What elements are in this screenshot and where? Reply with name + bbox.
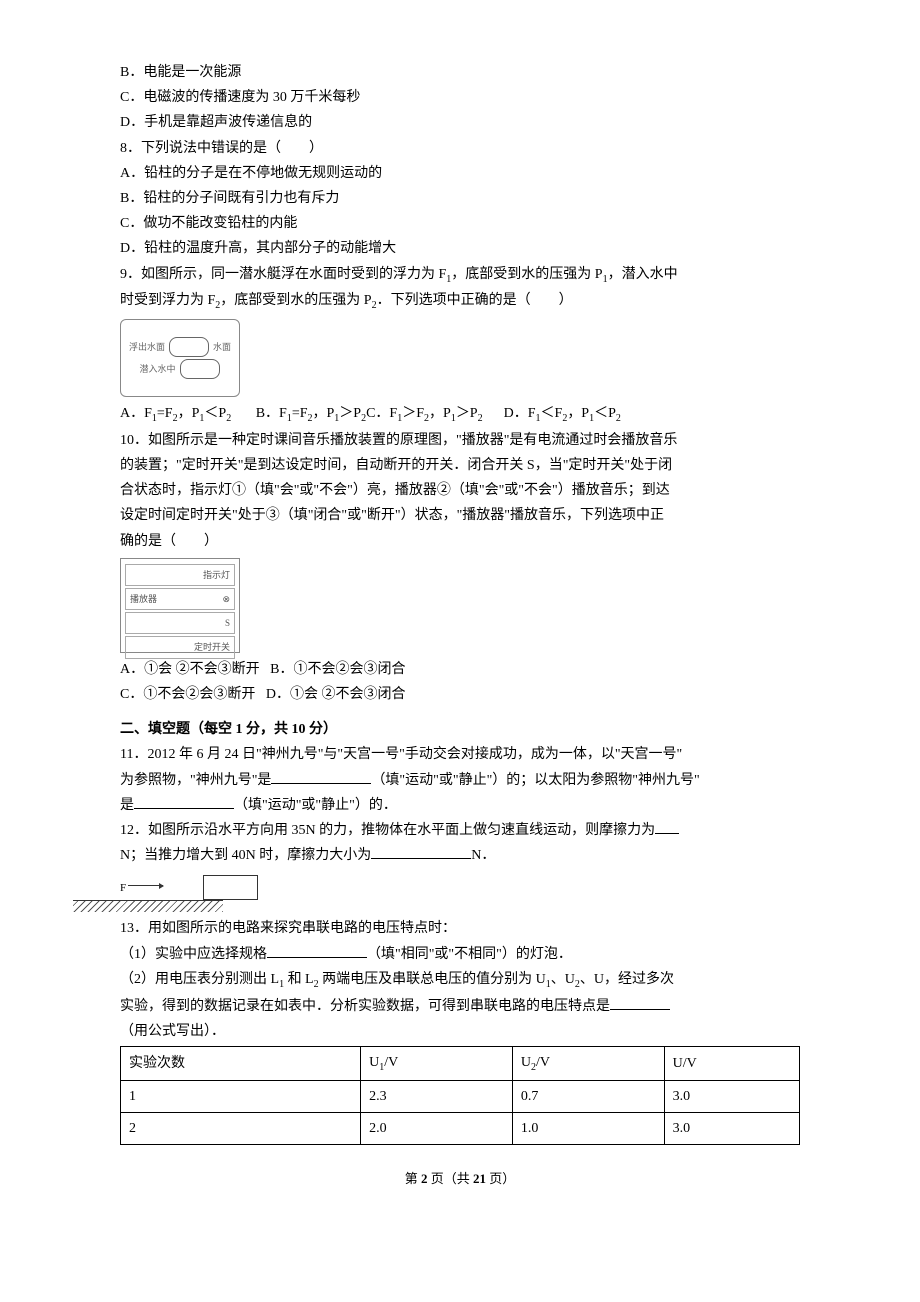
q8-stem: 8．下列说法中错误的是（ ） [120,136,800,161]
q9-text: ，底部受到水的压强为 P [220,293,371,308]
cell: 1 [121,1080,361,1112]
q10-line2: 的装置；"定时开关"是到达设定时间，自动断开的开关．闭合开关 S，当"定时开关"… [120,453,800,478]
q9-options: A．F1=F2，P1＜P2 B．F1=F2，P1＞P2C．F1＞F2，P1＞P2… [120,401,800,428]
blank-input[interactable] [610,994,670,1009]
page-footer: 第 2 页（共 21 页） [120,1167,800,1190]
player-label: 播放器 [130,591,157,607]
timer-label: 定时开关 [194,639,230,655]
q11-line2: 为参照物，"神州九号"是（填"运动"或"静止"）的；以太阳为参照物"神州九号" [120,768,800,793]
q10-line1: 10．如图所示是一种定时课间音乐播放装置的原理图，"播放器"是有电流通过时会播放… [120,428,800,453]
cell: 2.3 [361,1080,513,1112]
section-2-heading: 二、填空题（每空 1 分，共 10 分） [120,717,800,742]
q10-options-row1: A．①会 ②不会③断开 B．①不会②会③闭合 [120,657,800,682]
q11-line1: 11．2012 年 6 月 24 日"神州九号"与"天宫一号"手动交会对接成功，… [120,742,800,767]
q9-stem-line2: 时受到浮力为 F2，底部受到水的压强为 P2．下列选项中正确的是（ ） [120,288,800,315]
th-u: U/V [664,1046,799,1080]
q10-line5: 确的是（ ） [120,529,800,554]
q8-option-c: C．做功不能改变铅柱的内能 [120,211,800,236]
q13-table: 实验次数 U1/V U2/V U/V 1 2.3 0.7 3.0 2 2.0 1… [120,1046,800,1145]
fig-label: 浮出水面 [129,339,165,355]
q10-figure-circuit: 指示灯 播放器⊗ S 定时开关 [120,558,240,653]
cell: 0.7 [512,1080,664,1112]
th-u1: U1/V [361,1046,513,1080]
q10-option-d: D．①会 ②不会③闭合 [266,687,406,702]
force-label: F [120,879,126,899]
switch-label: S [225,615,230,631]
q9-option-b: B．F1=F2，P1＞P2 [256,406,366,421]
q13-line1: 13．用如图所示的电路来探究串联电路的电压特点时： [120,916,800,941]
q8-option-d: D．铅柱的温度升高，其内部分子的动能增大 [120,236,800,261]
arrow-icon [128,885,163,886]
q8-option-b: B．铅柱的分子间既有引力也有斥力 [120,186,800,211]
q11-line3: 是（填"运动"或"静止"）的． [120,793,800,818]
fig-label: 潜入水中 [139,361,175,377]
q9-text: 9．如图所示，同一潜水艇浮在水面时受到的浮力为 F [120,267,446,282]
q10-options-row2: C．①不会②会③断开 D．①会 ②不会③闭合 [120,682,800,707]
cell: 3.0 [664,1112,799,1144]
q9-text: 时受到浮力为 F [120,293,215,308]
th-trial: 实验次数 [121,1046,361,1080]
table-header-row: 实验次数 U1/V U2/V U/V [121,1046,800,1080]
q12-figure-block: F [120,872,275,912]
q8-option-a: A．铅柱的分子是在不停地做无规则运动的 [120,161,800,186]
blank-input[interactable] [271,768,371,783]
blank-input[interactable] [134,793,234,808]
q7-option-c: C．电磁波的传播速度为 30 万千米每秒 [120,85,800,110]
q9-stem-line1: 9．如图所示，同一潜水艇浮在水面时受到的浮力为 F1，底部受到水的压强为 P1，… [120,262,800,289]
q10-option-a: A．①会 ②不会③断开 [120,662,260,677]
table-row: 1 2.3 0.7 3.0 [121,1080,800,1112]
fig-label: 水面 [213,339,231,355]
q9-option-d: D．F1＜F2，P1＜P2 [504,406,621,421]
th-u2: U2/V [512,1046,664,1080]
blank-input[interactable] [371,844,471,859]
q10-line3: 合状态时，指示灯①（填"会"或"不会"）亮，播放器②（填"会"或"不会"）播放音… [120,478,800,503]
blank-input[interactable] [655,819,679,834]
q13-line4: 实验，得到的数据记录在如表中．分析实验数据，可得到串联电路的电压特点是 [120,994,800,1019]
q9-figure-submarine: 浮出水面 水面 潜入水中 [120,319,240,397]
q12-line2: N；当推力增大到 40N 时，摩擦力大小为N． [120,843,800,868]
q9-option-c: C．F1＞F2，P1＞P2 [366,406,483,421]
q9-text: ，底部受到水的压强为 P [451,267,602,282]
blank-input[interactable] [267,942,367,957]
q7-option-b: B．电能是一次能源 [120,60,800,85]
q10-option-c: C．①不会②会③断开 [120,687,255,702]
q13-line5: （用公式写出）． [120,1019,800,1044]
q9-text: ，潜入水中 [608,267,678,282]
lamp-label: 指示灯 [203,567,230,583]
q13-line3: （2）用电压表分别测出 L1 和 L2 两端电压及串联总电压的值分别为 U1、U… [120,967,800,994]
q9-option-a: A．F1=F2，P1＜P2 [120,406,231,421]
cell: 2.0 [361,1112,513,1144]
q12-line1: 12．如图所示沿水平方向用 35N 的力，推物体在水平面上做匀速直线运动，则摩擦… [120,818,800,843]
q10-option-b: B．①不会②会③闭合 [270,662,405,677]
cell: 2 [121,1112,361,1144]
q13-line2: （1）实验中应选择规格（填"相同"或"不相同"）的灯泡． [120,942,800,967]
cell: 1.0 [512,1112,664,1144]
q9-text: ．下列选项中正确的是（ ） [377,293,573,308]
q10-line4: 设定时间定时开关"处于③（填"闭合"或"断开"）状态，"播放器"播放音乐，下列选… [120,503,800,528]
table-row: 2 2.0 1.0 3.0 [121,1112,800,1144]
q7-option-d: D．手机是靠超声波传递信息的 [120,110,800,135]
cell: 3.0 [664,1080,799,1112]
